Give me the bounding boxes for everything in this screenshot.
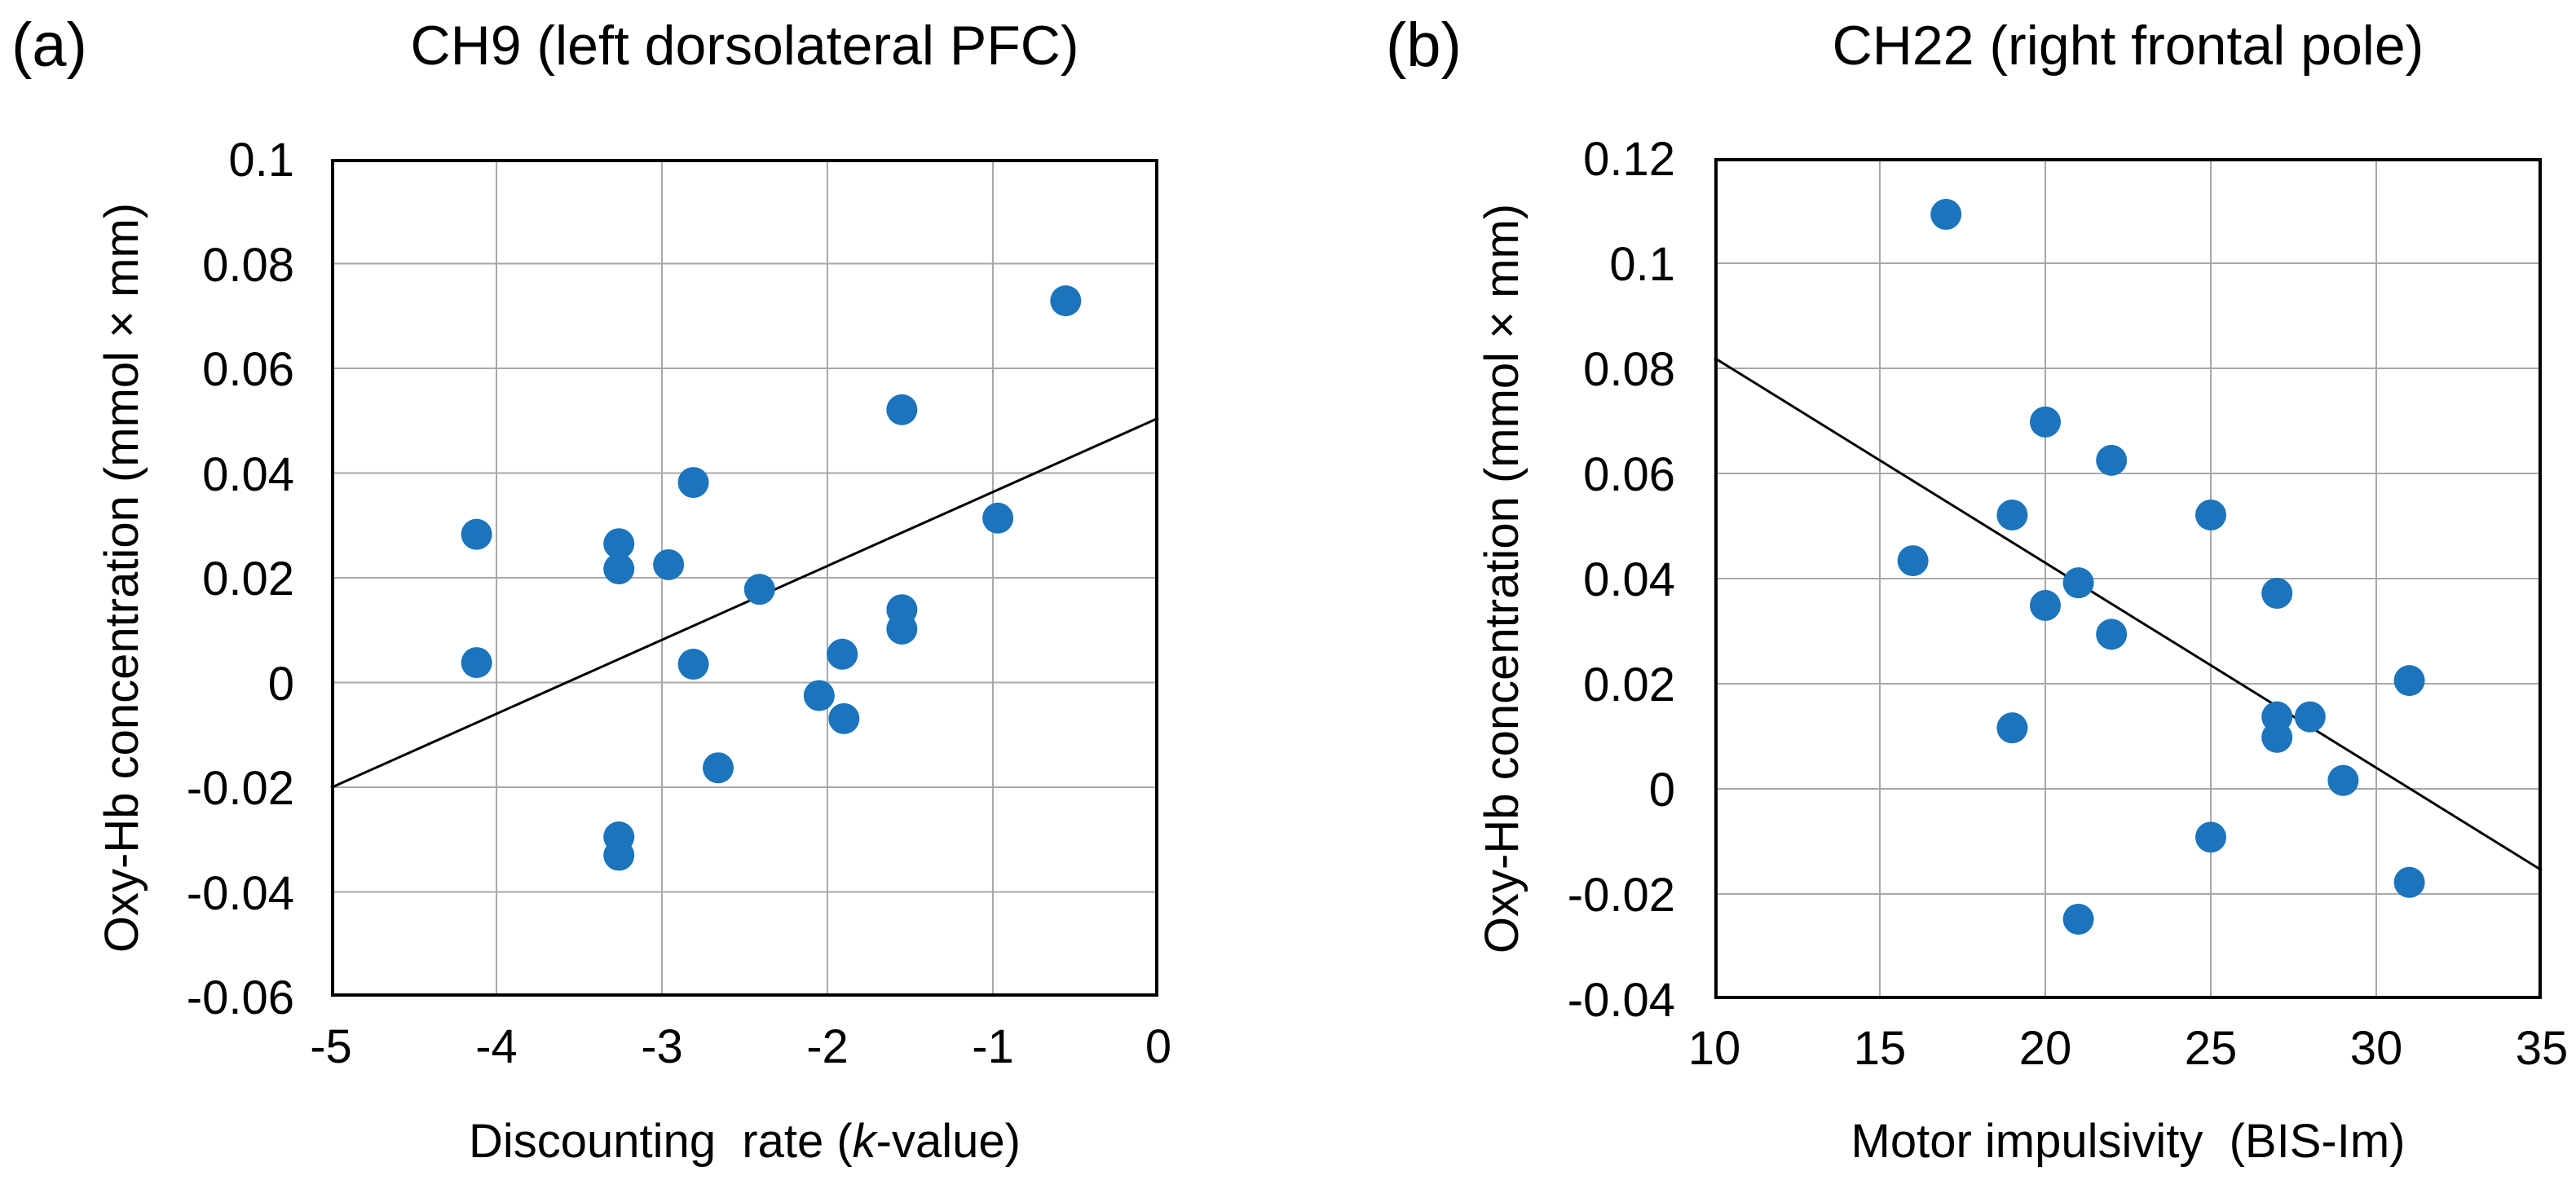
scatter-point: [603, 553, 635, 585]
y-tick-label-b: 0.06: [1583, 448, 1675, 501]
y-tick-label-a: 0.06: [202, 343, 294, 396]
trend-line: [330, 416, 1159, 790]
scatter-point: [2261, 721, 2293, 753]
y-tick-label-b: 0.1: [1609, 238, 1675, 291]
x-tick-label-b: 10: [1687, 1022, 1741, 1075]
scatter-point: [603, 528, 635, 560]
x-axis-title-b: Motor impulsivity (BIS-Im): [1714, 1118, 2542, 1165]
x-tick-label-b: 25: [2184, 1022, 2238, 1075]
scatter-point: [2327, 764, 2359, 796]
plot-border: [331, 159, 1158, 997]
plot-area-a: [330, 159, 1159, 997]
scatter-point: [603, 839, 635, 871]
x-tick-label-a: -1: [972, 1020, 1014, 1073]
y-tick-label-b: 0.02: [1583, 658, 1675, 711]
scatter-point: [886, 613, 918, 645]
scatter-point: [653, 548, 685, 580]
plot-border: [1714, 158, 2542, 999]
scatter-point: [1996, 499, 2028, 531]
scatter-point: [2030, 406, 2061, 438]
scatter-point: [677, 649, 709, 680]
scatter-point: [1050, 285, 1082, 317]
x-tick-label-b: 15: [1853, 1022, 1907, 1075]
x-tick-label-a: -3: [641, 1020, 683, 1073]
scatter-point: [1897, 545, 1929, 577]
scatter-point: [703, 752, 734, 784]
y-tick-label-a: 0.08: [202, 238, 294, 292]
scatter-point: [827, 638, 858, 670]
x-axis-title-b-prefix: Motor impulsivity (BIS-Im): [1850, 1115, 2406, 1168]
scatter-point: [2062, 567, 2094, 599]
scatter-point: [2030, 589, 2061, 621]
y-tick-label-a: -0.06: [186, 971, 294, 1024]
y-tick-label-a: 0.02: [202, 553, 294, 605]
y-tick-label-b: 0.08: [1583, 343, 1675, 396]
trend-line: [1714, 356, 2543, 872]
scatter-point: [2195, 821, 2226, 853]
scatter-point: [886, 394, 918, 425]
x-tick-label-a: -4: [475, 1020, 518, 1073]
x-tick-label-b: 20: [2018, 1022, 2072, 1075]
y-tick-label-b: -0.02: [1567, 869, 1675, 922]
y-tick-label-a: 0.1: [228, 134, 294, 187]
scatter-point: [461, 647, 492, 679]
scatter-point: [2096, 444, 2128, 476]
x-axis-title-a-italic: k: [852, 1115, 876, 1168]
scatter-point: [461, 518, 492, 550]
scatter-point: [1930, 199, 1962, 231]
y-tick-label-a: -0.02: [186, 762, 294, 815]
scatter-point: [2294, 701, 2326, 733]
x-tick-label-a: -5: [310, 1020, 352, 1073]
y-tick-label-a: 0.04: [202, 447, 294, 501]
y-tick-label-b: 0.04: [1583, 553, 1675, 606]
scatter-point: [2096, 619, 2128, 650]
scatter-point: [743, 574, 775, 605]
y-tick-label-b: 0: [1648, 764, 1675, 817]
y-tick-label-a: -0.04: [186, 866, 294, 920]
panel-label-a: (a): [11, 11, 87, 80]
plot-area-b: [1714, 158, 2543, 999]
scatter-point: [828, 702, 860, 734]
scatter-point: [803, 680, 835, 711]
y-tick-label-b: -0.04: [1567, 974, 1675, 1027]
x-tick-label-a: -2: [806, 1020, 849, 1073]
x-axis-title-a-suffix: -value): [876, 1115, 1021, 1168]
scatter-point: [2062, 903, 2094, 935]
scatter-point: [2261, 578, 2293, 610]
y-tick-label-b: 0.12: [1583, 133, 1675, 186]
scatter-point: [1996, 712, 2028, 744]
scatter-point: [2393, 665, 2425, 697]
chart-title-a: CH9 (left dorsolateral PFC): [410, 15, 1079, 77]
x-tick-label-b: 35: [2515, 1022, 2569, 1075]
scatter-point: [2195, 499, 2226, 531]
x-tick-label-a: 0: [1145, 1020, 1172, 1073]
x-tick-label-b: 30: [2349, 1022, 2403, 1075]
x-axis-title-a-prefix: Discounting rate (: [469, 1115, 853, 1168]
scatter-point: [2393, 866, 2425, 898]
scatter-point: [677, 467, 709, 499]
scatter-point: [982, 502, 1014, 534]
panel-label-b: (b): [1386, 11, 1462, 80]
x-axis-title-a: Discounting rate (k-value): [331, 1118, 1158, 1165]
chart-title-b: CH22 (right frontal pole): [1832, 15, 2424, 77]
y-tick-label-a: 0: [267, 657, 294, 711]
